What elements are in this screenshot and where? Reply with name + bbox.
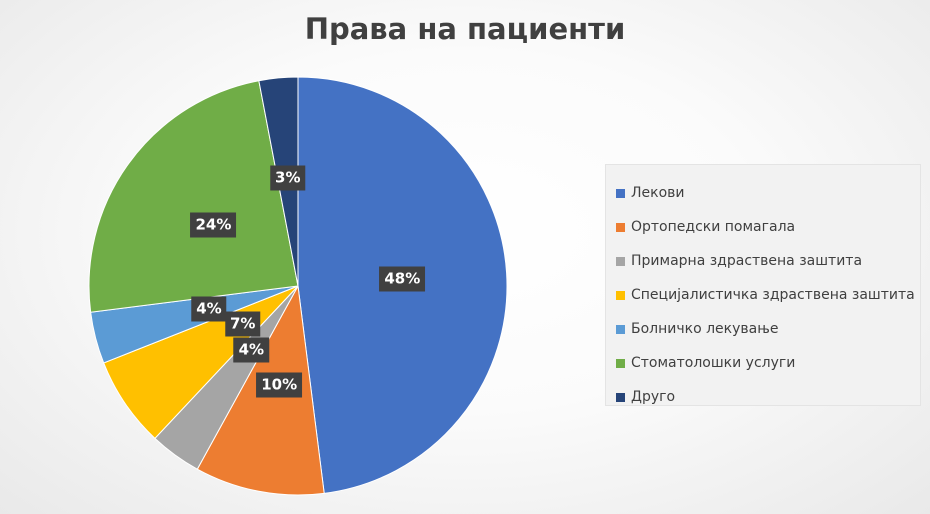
legend-label: Болничко лекување [631, 321, 779, 337]
legend-swatch [616, 290, 625, 300]
data-label-2: 10% [256, 372, 303, 398]
legend-label: Лекови [631, 185, 685, 201]
legend-label: Специјалистичка здраствена заштита [631, 287, 915, 303]
legend-swatch [616, 358, 625, 368]
data-label-4: 7% [224, 311, 261, 337]
data-label-7: 3% [270, 165, 306, 191]
legend-item-2: Ортопедски помагала [606, 210, 920, 244]
data-label-5: 4% [191, 296, 227, 322]
chart-title: Права на пациенти [304, 12, 626, 46]
legend-swatch [616, 256, 625, 266]
data-label-1: 48% [379, 266, 426, 292]
data-label-3: 4% [233, 337, 270, 363]
legend-item-1: Лекови [606, 176, 920, 210]
legend-item-3: Примарна здраствена заштита [606, 244, 920, 278]
legend-label: Стоматолошки услуги [631, 355, 796, 371]
legend-label: Друго [631, 389, 676, 405]
legend-item-7: Друго [606, 380, 920, 414]
legend-swatch [616, 188, 625, 198]
legend-label: Примарна здраствена заштита [631, 253, 863, 269]
legend-swatch [616, 392, 625, 402]
legend-item-4: Специјалистичка здраствена заштита [606, 278, 920, 312]
legend-swatch [616, 222, 625, 232]
data-label-6: 24% [190, 212, 237, 238]
legend-item-5: Болничко лекување [606, 312, 920, 346]
legend-item-6: Стоматолошки услуги [606, 346, 920, 380]
legend-swatch [616, 324, 625, 334]
pie-slice-6 [88, 80, 299, 313]
legend: Лекови Ортопедски помагала Примарна здраст… [605, 164, 921, 406]
legend-label: Ортопедски помагала [631, 219, 796, 235]
